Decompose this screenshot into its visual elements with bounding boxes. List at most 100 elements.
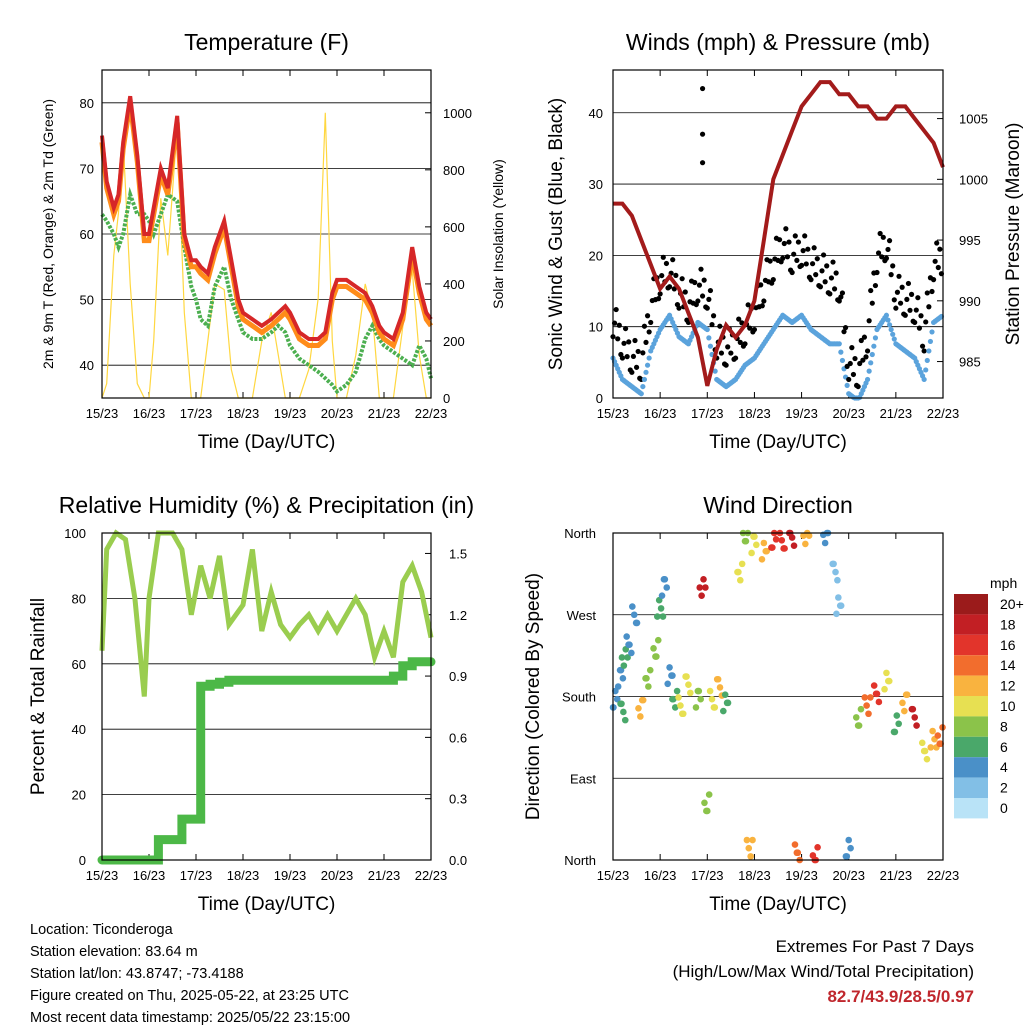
direction-point	[687, 689, 694, 697]
winds-chart: Winds (mph) & Pressure (mb) 15/23 16/23 17/…	[546, 29, 1024, 453]
gust-point	[874, 269, 880, 276]
colorbar-swatch	[954, 655, 988, 676]
direction-point	[708, 695, 716, 703]
wind-point	[838, 349, 844, 355]
wind-point	[921, 376, 927, 383]
x-tick-label: 21/23	[880, 868, 913, 883]
direction-point	[867, 694, 874, 701]
gust-point	[767, 258, 773, 264]
gust-point	[864, 348, 871, 354]
direction-point	[633, 619, 641, 627]
x-tick-label: 18/23	[227, 406, 260, 421]
x-tick-label: 19/23	[785, 406, 818, 421]
direction-point	[637, 713, 644, 720]
gust-point	[828, 275, 835, 281]
y-right-tick-label: 990	[959, 294, 981, 309]
gust-point	[919, 343, 926, 349]
colorbar-label: 16	[1000, 637, 1016, 653]
gust-point	[868, 287, 874, 294]
gust-point	[846, 376, 852, 383]
gust-point	[725, 344, 731, 350]
colorbar-swatch	[954, 736, 988, 758]
direction-point	[845, 836, 853, 844]
direction-point	[670, 695, 677, 703]
direction-point	[618, 654, 626, 661]
direction-point	[830, 560, 837, 568]
colorbar-swatch	[954, 675, 988, 696]
direction-point	[654, 613, 661, 620]
gust-point	[915, 295, 921, 301]
wind-point	[712, 368, 718, 374]
gust-point	[633, 364, 640, 370]
wind-point	[868, 360, 874, 366]
gust-point	[742, 341, 748, 347]
gust-point	[866, 318, 872, 324]
direction-point	[700, 576, 707, 583]
gust-point	[698, 266, 704, 272]
gust-point	[761, 298, 767, 304]
y-axis-label: 2m & 9m T (Red, Orange) & 2m Td (Green)	[40, 99, 56, 369]
gust-point	[655, 296, 662, 302]
gust-point	[855, 383, 861, 390]
direction-point	[883, 669, 890, 677]
colorbar-swatch	[954, 757, 988, 778]
wind-point	[641, 376, 648, 383]
gust-point	[613, 306, 619, 313]
gust-point	[624, 354, 630, 360]
gust-point	[795, 239, 802, 245]
x-tick-label: 15/23	[86, 406, 119, 421]
gust-point	[863, 354, 869, 360]
gust-point	[886, 238, 893, 244]
gust-point	[786, 239, 792, 245]
gust-point	[924, 290, 930, 296]
y-tick-label: West	[567, 608, 597, 623]
gust-point	[679, 276, 685, 282]
x-tick-label: 16/23	[133, 406, 166, 421]
humidity-chart: Relative Humidity (%) & Precipitation (i…	[28, 492, 474, 915]
direction-point	[821, 539, 829, 547]
x-tick-label: 16/23	[644, 868, 677, 883]
gust-point	[935, 264, 941, 271]
direction-point	[927, 744, 935, 751]
x-tick-label: 21/23	[880, 406, 913, 421]
gust-point	[657, 291, 663, 297]
gust-point	[890, 263, 896, 269]
gust-point	[641, 323, 648, 329]
gust-point	[937, 246, 943, 252]
direction-point	[855, 722, 863, 729]
gust-point	[885, 246, 891, 253]
direction-point	[635, 705, 642, 712]
gust-point	[663, 260, 670, 267]
direction-point	[613, 695, 621, 703]
gust-point	[875, 250, 882, 256]
x-tick-label: 18/23	[227, 868, 260, 883]
gust-point	[682, 289, 688, 295]
direction-point	[683, 673, 690, 680]
gust-point	[830, 259, 836, 265]
direction-point	[714, 675, 722, 683]
x-axis-label: Time (Day/UTC)	[198, 432, 336, 453]
gust-point	[616, 322, 622, 328]
colorbar-swatch	[954, 716, 988, 737]
direction-point	[630, 611, 638, 619]
x-tick-label: 22/23	[927, 868, 960, 883]
y-tick-label: 20	[72, 788, 86, 803]
y-right-tick-label: 0.6	[449, 730, 467, 745]
direction-point	[698, 592, 705, 599]
x-tick-label: 15/23	[86, 868, 119, 883]
y-right-tick-label: 0.3	[449, 792, 467, 807]
direction-point	[721, 691, 729, 698]
colorbar-swatch	[954, 594, 988, 615]
direction-point	[909, 705, 917, 713]
direction-point	[899, 699, 906, 707]
direction-point	[675, 694, 682, 701]
gust-point	[934, 240, 940, 246]
gust-point	[857, 360, 863, 367]
plot-frame	[612, 69, 944, 399]
gust-point	[783, 226, 789, 232]
direction-point	[911, 714, 919, 721]
direction-point	[736, 576, 744, 584]
gust-point	[921, 348, 927, 354]
wind-direction-chart: Wind Direction 15/23 16/23 17/23 18/23 19/23 2…	[523, 492, 1024, 915]
gust-point	[879, 254, 885, 260]
